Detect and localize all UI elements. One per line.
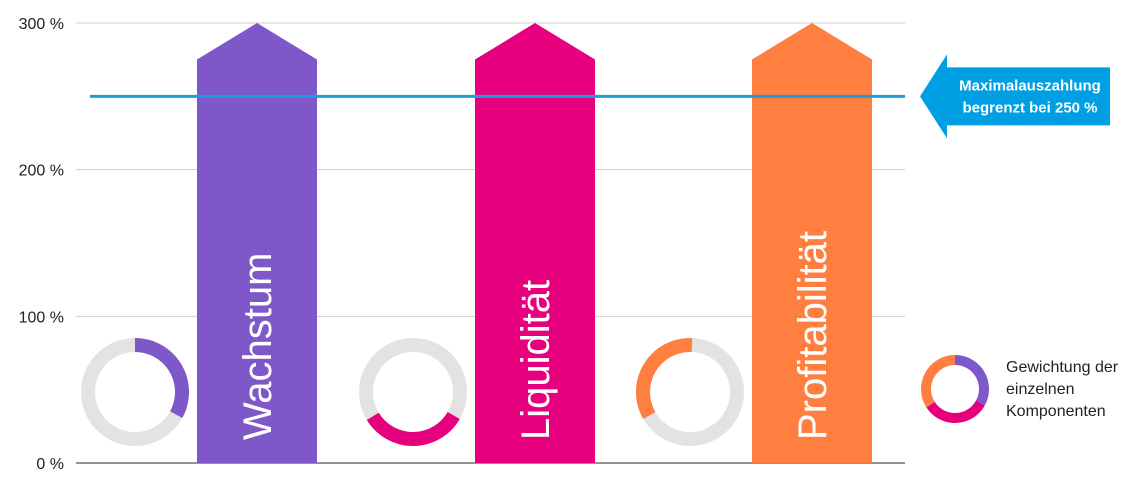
- cap-callout-text: begrenzt bei 250 %: [962, 99, 1097, 116]
- legend: Gewichtung der einzelnen Komponenten: [921, 354, 1119, 423]
- legend-donut-profitabilitaet: [921, 355, 955, 408]
- bar-label-profitabilitaet: Profitabilität: [791, 231, 835, 440]
- legend-text: einzelnen: [1006, 381, 1075, 398]
- cap-callout-box: [920, 54, 1110, 139]
- bar-label-wachstum: Wachstum: [236, 253, 280, 440]
- donut-segment-wachstum: [135, 338, 189, 419]
- weight-donuts: [81, 338, 744, 446]
- bar-label-liquiditaet: Liquidität: [514, 280, 558, 440]
- donut-segment-liquiditaet: [366, 412, 460, 446]
- bar-profitabilitaet: [752, 23, 872, 463]
- y-tick-label: 0 %: [36, 456, 64, 473]
- legend-donut-liquiditaet: [926, 400, 985, 423]
- bar-wachstum: [197, 23, 317, 463]
- donut-segment-profitabilitaet: [636, 338, 693, 419]
- bars: Wachstum Liquidität Profitabilität: [197, 23, 872, 463]
- y-tick-label: 100 %: [19, 309, 64, 326]
- cap-callout: Maximalauszahlung begrenzt bei 250 %: [920, 54, 1110, 139]
- legend-text: Komponenten: [1006, 403, 1106, 420]
- y-tick-label: 300 %: [19, 16, 64, 33]
- y-axis-ticks: 0 % 100 % 200 % 300 %: [19, 16, 64, 473]
- legend-donut-wachstum: [955, 354, 990, 406]
- bar-liquiditaet: [475, 23, 595, 463]
- cap-callout-text: Maximalauszahlung: [959, 77, 1101, 94]
- y-tick-label: 200 %: [19, 163, 64, 180]
- legend-text: Gewichtung der: [1006, 359, 1119, 376]
